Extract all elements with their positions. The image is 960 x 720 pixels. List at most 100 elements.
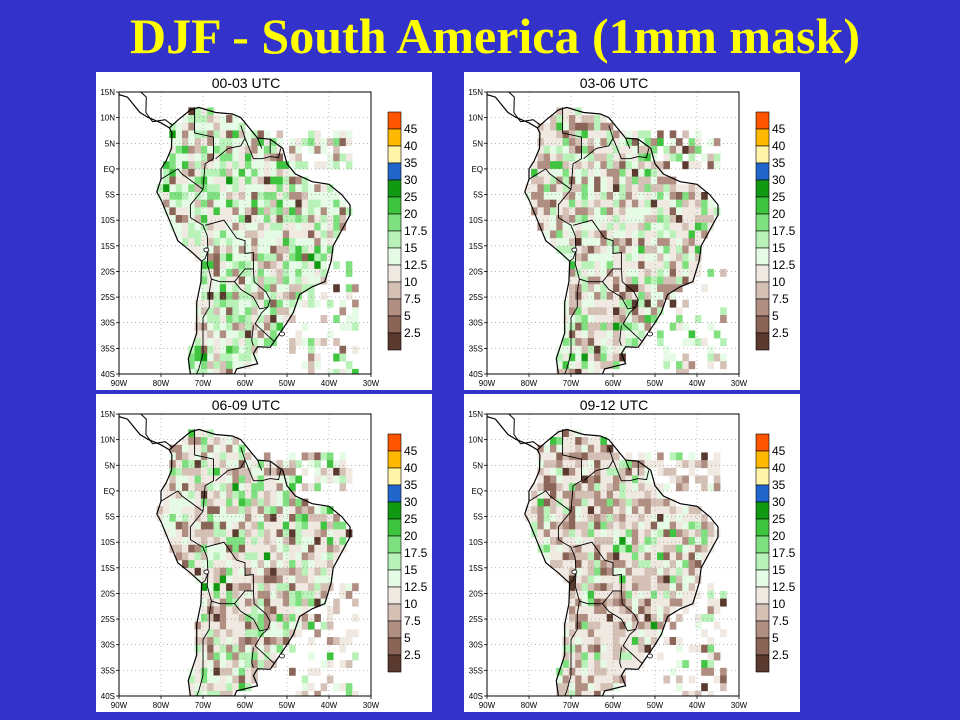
lat-tick-label: 25S bbox=[101, 293, 115, 302]
legend-label: 35 bbox=[404, 478, 418, 492]
legend-swatch bbox=[387, 230, 402, 249]
legend-swatch bbox=[755, 620, 770, 639]
legend-label: 12.5 bbox=[772, 258, 796, 272]
legend-label: 35 bbox=[772, 156, 786, 170]
lat-tick-label: 20S bbox=[469, 589, 483, 598]
lat-tick-label: EQ bbox=[471, 487, 483, 496]
lat-tick-label: EQ bbox=[103, 165, 115, 174]
legend-label: 10 bbox=[404, 597, 418, 611]
legend-label: 15 bbox=[404, 563, 418, 577]
map-panel-06-09: 06-09 UTC 15N 10N 5N EQ 5S 10S 15S 20S 25S 30S 35S 4… bbox=[96, 394, 432, 712]
legend-swatch bbox=[755, 128, 770, 147]
lat-tick-label: 15N bbox=[468, 88, 483, 97]
lon-tick-label: 80W bbox=[153, 701, 170, 710]
lon-tick-label: 50W bbox=[279, 379, 296, 388]
lat-tick-label: 5N bbox=[473, 461, 483, 470]
lat-tick-label: 35S bbox=[469, 344, 483, 353]
legend-swatch bbox=[387, 281, 402, 300]
lat-tick-label: 10N bbox=[468, 114, 483, 123]
legend-label: 15 bbox=[772, 563, 786, 577]
lon-tick-label: 40W bbox=[321, 379, 338, 388]
legend-swatch bbox=[755, 315, 770, 334]
legend-label: 45 bbox=[772, 122, 786, 136]
lon-tick-label: 80W bbox=[521, 701, 538, 710]
legend-swatch bbox=[387, 518, 402, 537]
legend-label: 20 bbox=[772, 529, 786, 543]
legend-swatch bbox=[755, 467, 770, 486]
legend-label: 30 bbox=[772, 495, 786, 509]
legend-label: 2.5 bbox=[404, 648, 421, 662]
lat-tick-label: 10S bbox=[469, 216, 483, 225]
legend-label: 7.5 bbox=[404, 292, 421, 306]
panel-title: 03-06 UTC bbox=[580, 75, 648, 91]
lon-tick-label: 60W bbox=[605, 701, 622, 710]
map-svg: 00-03 UTC 15N 10N 5N EQ 5S 10S 15S 20S 25S 30S 35S 4… bbox=[100, 75, 428, 388]
lat-tick-label: 40S bbox=[101, 692, 115, 701]
map-panel-00-03: 00-03 UTC 15N 10N 5N EQ 5S 10S 15S 20S 25S 30S 35S 4… bbox=[96, 72, 432, 390]
lon-tick-label: 60W bbox=[605, 379, 622, 388]
lat-tick-label: 5N bbox=[473, 139, 483, 148]
lon-tick-label: 90W bbox=[111, 701, 128, 710]
lon-tick-label: 50W bbox=[647, 379, 664, 388]
legend-label: 35 bbox=[772, 478, 786, 492]
lat-tick-label: 35S bbox=[101, 344, 115, 353]
legend-label: 12.5 bbox=[404, 580, 428, 594]
lat-tick-label: 30S bbox=[469, 319, 483, 328]
lat-tick-label: 15S bbox=[101, 564, 115, 573]
legend-label: 30 bbox=[772, 173, 786, 187]
legend-swatch bbox=[755, 569, 770, 588]
map-svg: 03-06 UTC 15N 10N 5N EQ 5S 10S 15S 20S 25S 30S 35S 4… bbox=[468, 75, 796, 388]
lat-tick-label: EQ bbox=[471, 165, 483, 174]
legend-swatch bbox=[755, 179, 770, 198]
legend-swatch bbox=[387, 552, 402, 571]
lat-tick-label: 5S bbox=[473, 191, 483, 200]
lon-tick-label: 40W bbox=[321, 701, 338, 710]
lon-tick-label: 30W bbox=[731, 379, 748, 388]
legend-label: 12.5 bbox=[404, 258, 428, 272]
legend-swatch bbox=[755, 433, 770, 452]
lat-tick-label: 10N bbox=[100, 436, 115, 445]
legend-swatch bbox=[387, 586, 402, 605]
lon-tick-label: 30W bbox=[363, 379, 380, 388]
legend-label: 17.5 bbox=[404, 546, 428, 560]
lat-tick-label: 20S bbox=[101, 589, 115, 598]
legend-label: 45 bbox=[772, 444, 786, 458]
lat-tick-label: 10S bbox=[101, 538, 115, 547]
legend-label: 15 bbox=[772, 241, 786, 255]
lat-tick-label: 25S bbox=[469, 615, 483, 624]
legend-label: 25 bbox=[404, 190, 418, 204]
lat-tick-label: EQ bbox=[103, 487, 115, 496]
legend-swatch bbox=[387, 179, 402, 198]
lon-tick-label: 90W bbox=[111, 379, 128, 388]
lon-tick-label: 30W bbox=[731, 701, 748, 710]
panel-title: 09-12 UTC bbox=[580, 397, 648, 413]
lat-tick-label: 5N bbox=[105, 461, 115, 470]
lon-tick-label: 80W bbox=[153, 379, 170, 388]
legend-swatch bbox=[755, 213, 770, 232]
lat-tick-label: 40S bbox=[469, 370, 483, 379]
legend-label: 20 bbox=[404, 529, 418, 543]
legend-swatch bbox=[755, 450, 770, 469]
lat-tick-label: 40S bbox=[101, 370, 115, 379]
legend-label: 17.5 bbox=[772, 546, 796, 560]
lon-tick-label: 90W bbox=[479, 379, 496, 388]
map-svg: 06-09 UTC 15N 10N 5N EQ 5S 10S 15S 20S 25S 30S 35S 4… bbox=[100, 397, 428, 710]
legend-label: 45 bbox=[404, 122, 418, 136]
lon-tick-label: 80W bbox=[521, 379, 538, 388]
lat-tick-label: 5S bbox=[105, 191, 115, 200]
legend-swatch bbox=[387, 569, 402, 588]
legend-label: 5 bbox=[404, 309, 411, 323]
legend-label: 2.5 bbox=[772, 648, 789, 662]
lon-tick-label: 90W bbox=[479, 701, 496, 710]
legend-swatch bbox=[387, 247, 402, 266]
lon-tick-label: 70W bbox=[195, 701, 212, 710]
legend-label: 2.5 bbox=[404, 326, 421, 340]
legend-label: 10 bbox=[772, 275, 786, 289]
legend-label: 25 bbox=[772, 190, 786, 204]
lon-tick-label: 50W bbox=[279, 701, 296, 710]
legend-swatch bbox=[755, 281, 770, 300]
legend-label: 5 bbox=[772, 631, 779, 645]
legend-label: 30 bbox=[404, 173, 418, 187]
legend-label: 17.5 bbox=[404, 224, 428, 238]
legend-label: 10 bbox=[772, 597, 786, 611]
